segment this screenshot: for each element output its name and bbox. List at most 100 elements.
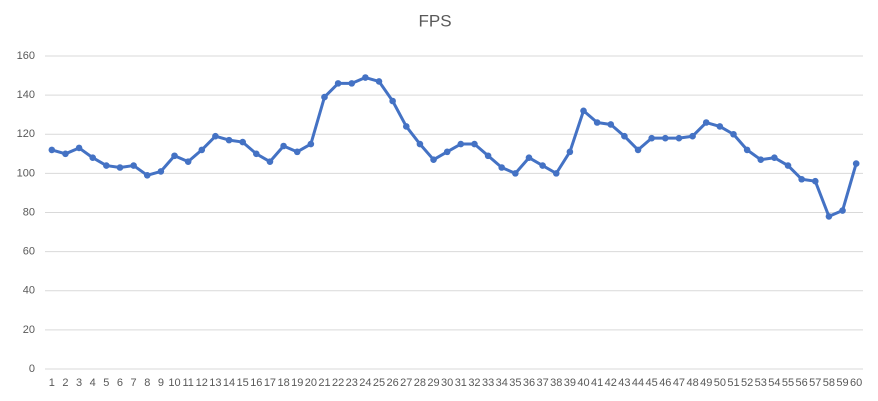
x-tick-label: 42 — [605, 377, 617, 389]
marker — [689, 132, 696, 140]
marker — [839, 207, 846, 214]
marker — [293, 148, 301, 156]
x-tick-label: 50 — [714, 377, 726, 389]
marker — [634, 146, 642, 154]
y-tick-label: 40 — [23, 285, 35, 297]
x-tick-label: 22 — [332, 377, 344, 389]
marker — [825, 213, 833, 220]
marker — [430, 156, 437, 163]
marker — [171, 152, 178, 160]
marker — [253, 150, 260, 158]
marker — [784, 162, 792, 169]
marker — [225, 136, 233, 144]
marker — [566, 148, 574, 156]
x-tick-label: 54 — [768, 377, 780, 389]
y-tick-label: 140 — [17, 89, 35, 101]
x-tick-label: 26 — [387, 377, 399, 389]
marker — [212, 132, 219, 140]
y-tick-label: 20 — [23, 324, 35, 336]
x-tick-label: 40 — [577, 377, 589, 389]
x-tick-label: 11 — [182, 377, 193, 389]
x-tick-label: 37 — [536, 377, 548, 389]
marker — [116, 164, 124, 171]
marker — [348, 80, 356, 87]
marker — [402, 123, 410, 130]
x-tick-label: 31 — [455, 377, 467, 389]
marker — [375, 78, 383, 85]
marker — [580, 107, 587, 115]
y-tick-label: 120 — [17, 128, 35, 140]
marker — [103, 162, 110, 169]
x-tick-label: 39 — [564, 377, 576, 389]
marker — [798, 175, 805, 183]
marker — [198, 146, 206, 154]
marker — [852, 160, 860, 167]
marker — [621, 132, 628, 140]
x-tick-label: 44 — [632, 377, 644, 389]
marker — [743, 146, 751, 154]
x-tick-label: 36 — [523, 377, 535, 389]
marker — [702, 119, 710, 126]
marker — [552, 170, 560, 177]
marker — [443, 148, 451, 156]
x-tick-label: 58 — [823, 377, 835, 389]
x-tick-label: 56 — [796, 377, 808, 389]
x-tick-label: 53 — [755, 377, 767, 389]
x-tick-label: 41 — [591, 377, 603, 389]
x-tick-label: 20 — [305, 377, 317, 389]
marker — [239, 138, 246, 146]
marker — [607, 121, 615, 128]
x-tick-label: 33 — [482, 377, 494, 389]
marker — [389, 97, 396, 105]
x-tick-label: 57 — [809, 377, 821, 389]
x-tick-label: 46 — [659, 377, 671, 389]
marker — [525, 154, 533, 162]
x-tick-label: 25 — [373, 377, 385, 389]
marker — [307, 140, 315, 148]
y-tick-label: 60 — [23, 246, 35, 258]
marker — [416, 140, 424, 148]
x-tick-label: 45 — [646, 377, 658, 389]
x-tick-label: 24 — [359, 377, 371, 389]
x-tick-label: 17 — [264, 377, 276, 389]
x-tick-label: 30 — [441, 377, 453, 389]
x-tick-label: 5 — [103, 377, 109, 389]
x-tick-label: 13 — [209, 377, 221, 389]
x-tick-label: 32 — [468, 377, 480, 389]
x-tick-label: 28 — [414, 377, 426, 389]
x-tick-label: 14 — [223, 377, 235, 389]
marker — [130, 162, 137, 169]
marker — [362, 74, 369, 81]
x-tick-label: 34 — [496, 377, 508, 389]
x-tick-label: 52 — [741, 377, 753, 389]
x-tick-label: 10 — [168, 377, 180, 389]
marker — [811, 177, 819, 185]
x-tick-label: 59 — [836, 377, 848, 389]
marker — [498, 164, 506, 171]
marker — [662, 134, 669, 142]
x-tick-label: 43 — [618, 377, 630, 389]
x-tick-label: 55 — [782, 377, 794, 389]
marker — [321, 93, 328, 101]
marker — [675, 134, 683, 142]
x-tick-label: 49 — [700, 377, 712, 389]
x-tick-label: 3 — [76, 377, 82, 389]
x-tick-label: 8 — [144, 377, 150, 389]
x-tick-label: 1 — [49, 377, 55, 389]
marker — [539, 162, 546, 169]
marker — [157, 168, 165, 175]
marker — [75, 144, 83, 152]
marker — [280, 142, 287, 150]
y-tick-label: 100 — [17, 167, 35, 179]
x-tick-label: 9 — [158, 377, 164, 389]
x-tick-label: 47 — [673, 377, 685, 389]
x-tick-label: 60 — [850, 377, 862, 389]
x-tick-label: 19 — [291, 377, 303, 389]
marker — [62, 150, 69, 158]
y-tick-label: 80 — [23, 206, 35, 218]
x-tick-label: 27 — [400, 377, 412, 389]
x-tick-label: 18 — [277, 377, 289, 389]
x-tick-label: 2 — [62, 377, 68, 389]
